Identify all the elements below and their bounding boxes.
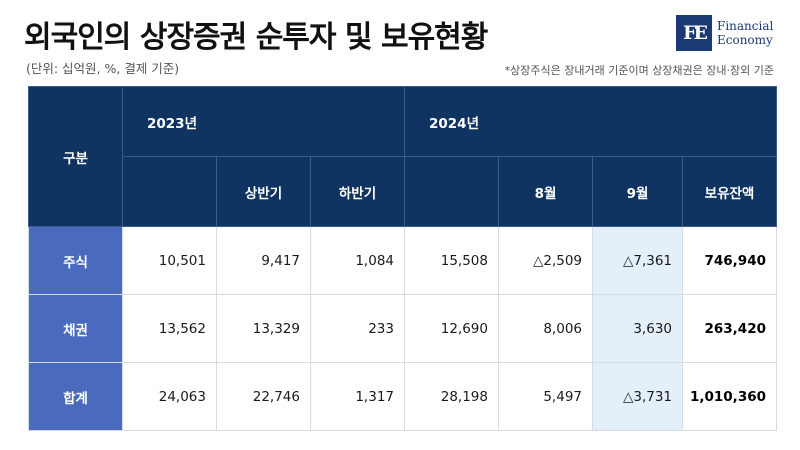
cell-2023-total: 13,562 bbox=[122, 294, 217, 363]
header-category: 구분 bbox=[28, 86, 123, 227]
cell-2023-total: 10,501 bbox=[122, 226, 217, 295]
header-2024-sep: 9월 bbox=[592, 156, 683, 227]
cell-2023-h2: 1,084 bbox=[310, 226, 405, 295]
cell-holdings: 1,010,360 bbox=[682, 362, 777, 431]
table-row: 주식 10,501 9,417 1,084 15,508 △2,509 △7,3… bbox=[28, 226, 777, 295]
cell-2023-h2: 1,317 bbox=[310, 362, 405, 431]
footnote: *상장주식은 장내거래 기준이며 상장채권은 장내·장외 기준 bbox=[504, 64, 774, 77]
header-2024-aug: 8월 bbox=[498, 156, 593, 227]
header-2023-total bbox=[122, 156, 217, 227]
cell-2024-aug: △2,509 bbox=[498, 226, 593, 295]
brand-logo: FE Financial Economy bbox=[676, 15, 773, 51]
header-year-2024: 2024년 bbox=[404, 86, 777, 157]
header-2023-h2: 하반기 bbox=[310, 156, 405, 227]
page-title: 외국인의 상장증권 순투자 및 보유현황 bbox=[24, 20, 488, 55]
logo-text: Financial Economy bbox=[717, 19, 773, 47]
table-row: 채권 13,562 13,329 233 12,690 8,006 3,630 … bbox=[28, 294, 777, 363]
unit-caption: (단위: 십억원, %, 결제 기준) bbox=[26, 61, 180, 76]
cell-2024-sep: △3,731 bbox=[592, 362, 683, 431]
cell-2023-h1: 22,746 bbox=[216, 362, 311, 431]
cell-holdings: 746,940 bbox=[682, 226, 777, 295]
header-2023-h1: 상반기 bbox=[216, 156, 311, 227]
cell-2024-total: 12,690 bbox=[404, 294, 499, 363]
cell-2023-total: 24,063 bbox=[122, 362, 217, 431]
cell-2023-h1: 9,417 bbox=[216, 226, 311, 295]
row-label-bonds: 채권 bbox=[28, 294, 123, 363]
row-label-total: 합계 bbox=[28, 362, 123, 431]
investment-table: 구분 2023년 2024년 상반기 하반기 8월 9월 보유잔액 주식 10,… bbox=[28, 86, 777, 431]
cell-2024-total: 28,198 bbox=[404, 362, 499, 431]
logo-line-2: Economy bbox=[717, 33, 773, 47]
header-year-2023: 2023년 bbox=[122, 86, 405, 157]
cell-2023-h2: 233 bbox=[310, 294, 405, 363]
cell-holdings: 263,420 bbox=[682, 294, 777, 363]
logo-mark: FE bbox=[676, 15, 712, 51]
header-holdings: 보유잔액 bbox=[682, 156, 777, 227]
cell-2024-aug: 5,497 bbox=[498, 362, 593, 431]
cell-2023-h1: 13,329 bbox=[216, 294, 311, 363]
row-label-stocks: 주식 bbox=[28, 226, 123, 295]
cell-2024-aug: 8,006 bbox=[498, 294, 593, 363]
logo-line-1: Financial bbox=[717, 19, 774, 33]
cell-2024-sep: △7,361 bbox=[592, 226, 683, 295]
table-row: 합계 24,063 22,746 1,317 28,198 5,497 △3,7… bbox=[28, 362, 777, 431]
cell-2024-total: 15,508 bbox=[404, 226, 499, 295]
header-2024-total bbox=[404, 156, 499, 227]
cell-2024-sep: 3,630 bbox=[592, 294, 683, 363]
